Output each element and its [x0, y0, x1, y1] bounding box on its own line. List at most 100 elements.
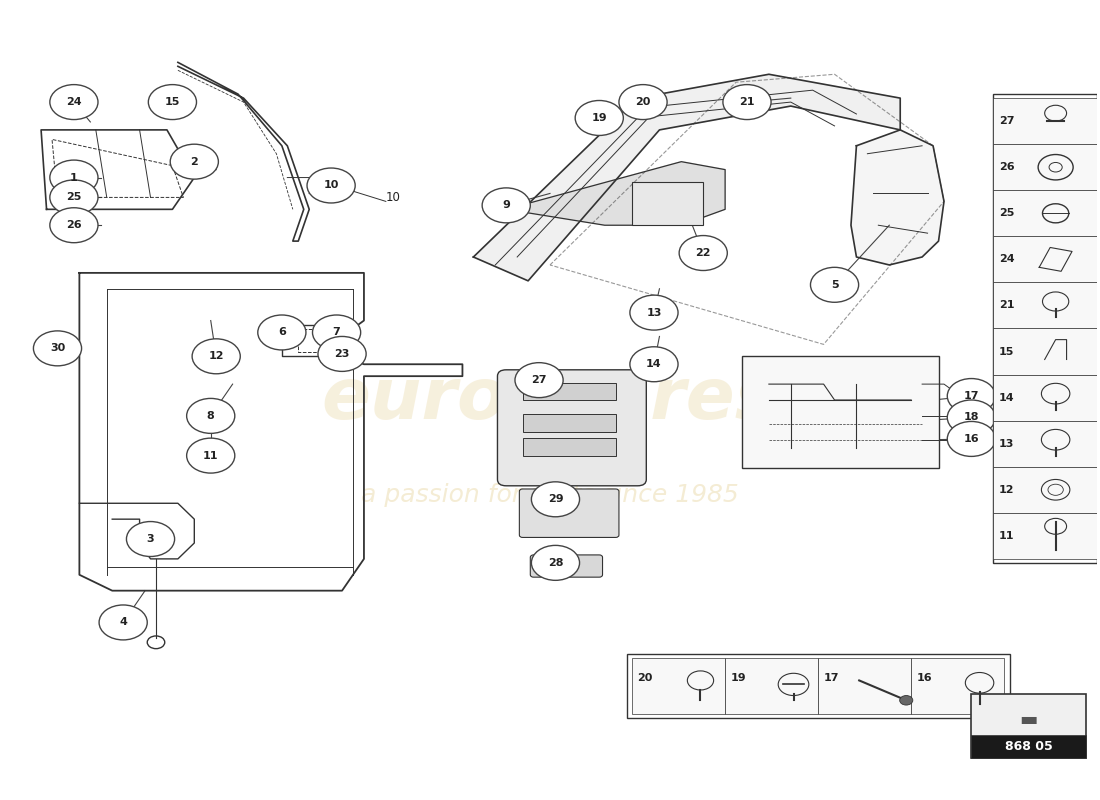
- Circle shape: [515, 362, 563, 398]
- Circle shape: [630, 346, 678, 382]
- Circle shape: [947, 400, 996, 435]
- Text: 29: 29: [548, 494, 563, 504]
- Circle shape: [318, 337, 366, 371]
- Circle shape: [187, 438, 234, 473]
- Text: 17: 17: [824, 673, 839, 683]
- Circle shape: [50, 160, 98, 195]
- Text: 21: 21: [999, 301, 1014, 310]
- Text: 26: 26: [66, 220, 81, 230]
- Text: a passion for parts since 1985: a passion for parts since 1985: [361, 483, 739, 507]
- Text: 5: 5: [830, 280, 838, 290]
- Text: 1: 1: [70, 173, 78, 182]
- Text: 9: 9: [503, 200, 510, 210]
- Circle shape: [630, 295, 678, 330]
- Polygon shape: [506, 162, 725, 226]
- Circle shape: [50, 208, 98, 242]
- Circle shape: [33, 331, 81, 366]
- Circle shape: [50, 180, 98, 215]
- Circle shape: [312, 315, 361, 350]
- Text: 27: 27: [999, 116, 1014, 126]
- Circle shape: [723, 85, 771, 119]
- Text: 14: 14: [646, 359, 662, 370]
- Bar: [993, 421, 1097, 466]
- Circle shape: [947, 422, 996, 457]
- Text: 25: 25: [999, 208, 1014, 218]
- Text: 18: 18: [964, 413, 979, 422]
- Text: 7: 7: [332, 327, 341, 338]
- Bar: [993, 513, 1097, 559]
- Circle shape: [307, 168, 355, 203]
- Bar: [911, 658, 1004, 714]
- FancyBboxPatch shape: [519, 489, 619, 538]
- Bar: [993, 98, 1097, 144]
- Circle shape: [257, 315, 306, 350]
- Text: 25: 25: [66, 193, 81, 202]
- FancyBboxPatch shape: [497, 370, 647, 486]
- Text: 14: 14: [999, 393, 1014, 402]
- Circle shape: [679, 235, 727, 270]
- Circle shape: [482, 188, 530, 223]
- Text: 10: 10: [323, 181, 339, 190]
- Text: 28: 28: [548, 558, 563, 568]
- Circle shape: [192, 339, 240, 374]
- Text: 21: 21: [739, 97, 755, 107]
- Circle shape: [575, 101, 624, 135]
- Text: 16: 16: [964, 434, 979, 444]
- Text: 12: 12: [208, 351, 224, 362]
- Circle shape: [148, 85, 197, 119]
- Polygon shape: [473, 74, 900, 281]
- Text: 11: 11: [204, 450, 219, 461]
- Text: 24: 24: [66, 97, 81, 107]
- Text: 8: 8: [207, 411, 215, 421]
- Text: 15: 15: [999, 346, 1014, 357]
- Text: 2: 2: [190, 157, 198, 166]
- Text: 6: 6: [278, 327, 286, 338]
- Text: 16: 16: [916, 673, 933, 683]
- Bar: [522, 414, 616, 432]
- Text: 23: 23: [334, 349, 350, 359]
- Text: 3: 3: [146, 534, 154, 544]
- Text: 4: 4: [119, 618, 128, 627]
- Bar: [818, 658, 911, 714]
- Polygon shape: [851, 130, 944, 265]
- Circle shape: [947, 378, 996, 414]
- Bar: [993, 374, 1097, 421]
- Text: ▬: ▬: [1020, 710, 1038, 729]
- FancyBboxPatch shape: [741, 356, 938, 467]
- Bar: [971, 694, 1087, 758]
- Text: 13: 13: [999, 438, 1014, 449]
- Bar: [993, 190, 1097, 236]
- Text: 24: 24: [999, 254, 1014, 264]
- Text: 27: 27: [531, 375, 547, 385]
- Circle shape: [187, 398, 234, 434]
- Bar: [993, 94, 1097, 563]
- Bar: [993, 236, 1097, 282]
- Text: 19: 19: [592, 113, 607, 123]
- Text: 20: 20: [638, 673, 653, 683]
- Circle shape: [531, 482, 580, 517]
- Text: 22: 22: [695, 248, 711, 258]
- Text: 20: 20: [636, 97, 651, 107]
- Text: 11: 11: [999, 531, 1014, 541]
- Circle shape: [126, 522, 175, 557]
- Circle shape: [811, 267, 859, 302]
- Bar: [522, 438, 616, 456]
- Circle shape: [99, 605, 147, 640]
- Bar: [993, 282, 1097, 329]
- Bar: [993, 144, 1097, 190]
- Circle shape: [50, 85, 98, 119]
- Bar: [971, 735, 1087, 758]
- Bar: [522, 382, 616, 400]
- Bar: [632, 182, 703, 226]
- Bar: [993, 329, 1097, 374]
- Circle shape: [170, 144, 219, 179]
- Bar: [627, 654, 1010, 718]
- Text: 26: 26: [999, 162, 1014, 172]
- Text: 19: 19: [730, 673, 746, 683]
- Bar: [993, 466, 1097, 513]
- Text: 17: 17: [964, 391, 979, 401]
- Circle shape: [900, 695, 913, 705]
- Text: 12: 12: [999, 485, 1014, 494]
- Bar: [632, 658, 725, 714]
- Text: 868 05: 868 05: [1005, 740, 1053, 753]
